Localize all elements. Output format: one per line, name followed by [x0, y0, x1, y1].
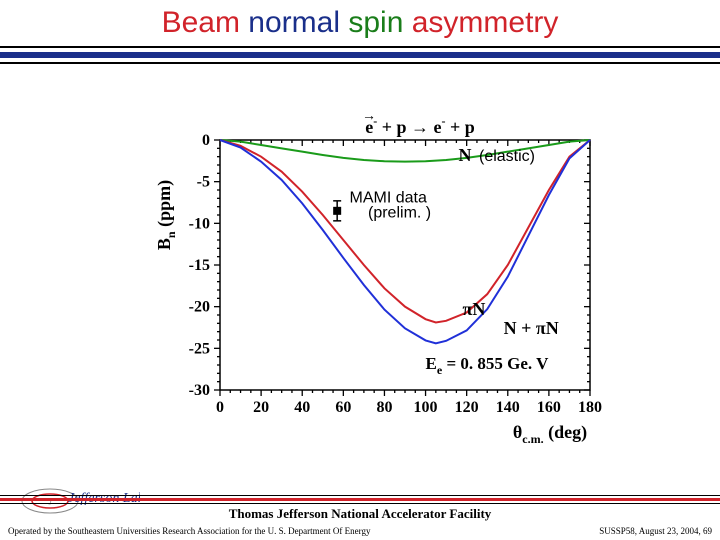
slide-root: Beam normal spin asymmetry 0 20 40 60 80 100 1…	[0, 0, 720, 540]
asymmetry-chart: 0 20 40 60 80 100 120 140 160 180 0 -5 -10 -15 -20 -25 -…	[150, 110, 610, 460]
label-piN: πN	[463, 299, 486, 319]
x-tick-label: 160	[537, 399, 561, 416]
title-rules	[0, 46, 720, 64]
footer-right-text: SUSSP58, August 23, 2004, 69	[599, 526, 712, 536]
page-title: Beam normal spin asymmetry	[0, 0, 720, 40]
x-tick-label: 60	[335, 399, 351, 416]
label-elastic: (elastic)	[479, 148, 535, 165]
title-word-4: asymmetry	[412, 6, 559, 39]
title-word-1: Beam	[162, 6, 240, 39]
x-tick-label: 140	[496, 399, 520, 416]
title-word-3: spin	[348, 6, 403, 39]
title-word-2: normal	[248, 6, 340, 39]
series-piN	[220, 140, 590, 323]
label-mami-2: (prelim. )	[368, 205, 431, 222]
label-sum: N + πN	[504, 318, 559, 338]
label-energy: Ee = 0. 855 Ge. V	[426, 354, 550, 377]
series-sum	[220, 140, 590, 343]
x-tick-label: 80	[376, 399, 392, 416]
slide-footer: Thomas Jefferson National Accelerator Fa…	[0, 495, 720, 540]
chart-svg: 0 20 40 60 80 100 120 140 160 180 0 -5 -10 -15 -20 -25 -…	[150, 110, 610, 460]
footer-lab-name: Thomas Jefferson National Accelerator Fa…	[0, 504, 720, 524]
x-tick-label: 120	[455, 399, 479, 416]
y-tick-label: -25	[189, 340, 210, 357]
y-tick-label: -30	[189, 382, 210, 399]
y-tick-label: -15	[189, 257, 210, 274]
x-tick-label: 180	[578, 399, 602, 416]
x-tick-label: 40	[294, 399, 310, 416]
reaction-title: e- + p → e- + p	[365, 114, 475, 137]
y-tick-label: -10	[189, 215, 210, 232]
vector-arrow-icon: →	[362, 110, 376, 124]
footer-left-text: Operated by the Southeastern Universitie…	[8, 526, 371, 536]
y-tick-label: 0	[202, 132, 210, 149]
plot-frame	[220, 140, 590, 390]
y-tick-label: -5	[197, 174, 210, 191]
y-tick-label: -20	[189, 299, 210, 316]
label-N: N	[458, 145, 471, 165]
x-tick-label: 0	[216, 399, 224, 416]
mami-data-point	[333, 207, 341, 215]
x-tick-label: 100	[414, 399, 438, 416]
x-axis-title: θc.m. (deg)	[513, 422, 587, 446]
x-tick-label: 20	[253, 399, 269, 416]
y-axis-title: Bn (ppm)	[154, 180, 178, 250]
